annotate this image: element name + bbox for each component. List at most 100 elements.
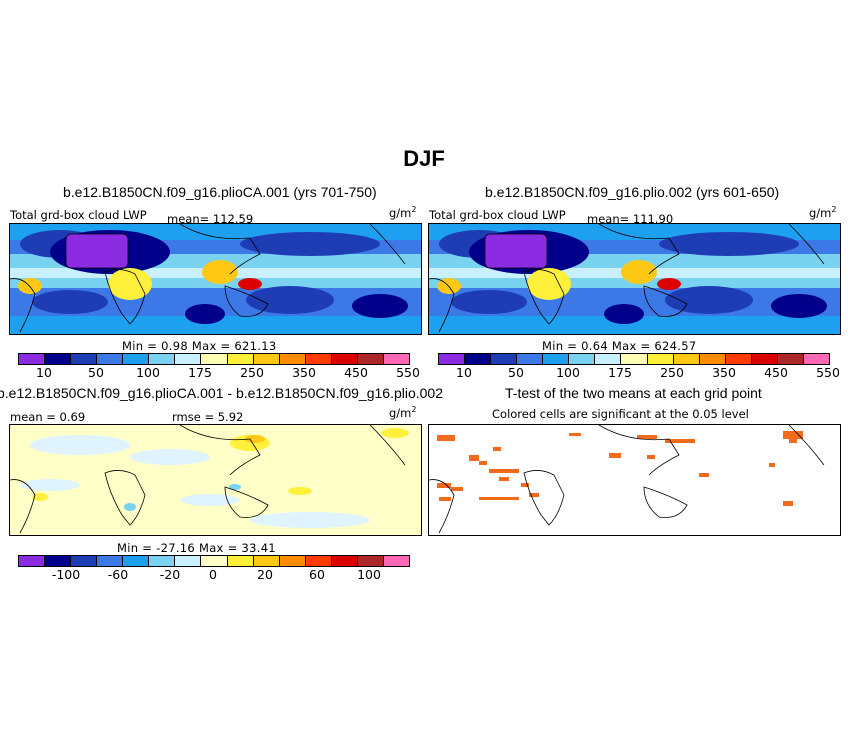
colorbar-tick: -60 bbox=[107, 567, 129, 582]
colorbar-swatch bbox=[725, 354, 752, 364]
lwp-field-map bbox=[429, 224, 840, 334]
colorbar-swatch bbox=[149, 556, 176, 566]
colorbar-tick: -100 bbox=[51, 567, 81, 582]
colorbar-swatch bbox=[71, 354, 98, 364]
colorbar-swatch bbox=[253, 556, 280, 566]
colorbar-swatch bbox=[621, 354, 648, 364]
colorbar-swatch bbox=[149, 354, 176, 364]
map-bottom-left bbox=[9, 424, 422, 536]
colorbar-swatch bbox=[253, 354, 280, 364]
colorbar-ticks-top-left: 10 50 100 175 250 350 450 550 bbox=[18, 365, 420, 381]
colorbar-tick: 175 bbox=[188, 365, 212, 380]
mean-label-top-right: mean= 111.90 bbox=[587, 212, 674, 226]
units-label-bottom-left: g/m2 bbox=[389, 405, 417, 420]
colorbar-ticks-top-right: 10 50 100 175 250 350 450 550 bbox=[438, 365, 840, 381]
colorbar-swatch bbox=[227, 354, 254, 364]
colorbar-swatch bbox=[331, 354, 358, 364]
colorbar-swatch bbox=[383, 354, 409, 364]
panel-title-bottom-right: T-test of the two means at each grid poi… bbox=[505, 385, 762, 401]
colorbar-tick: 350 bbox=[712, 365, 736, 380]
colorbar-tick: 450 bbox=[344, 365, 368, 380]
colorbar-tick: 550 bbox=[816, 365, 840, 380]
colorbar-swatch bbox=[123, 556, 150, 566]
colorbar-swatch bbox=[305, 354, 332, 364]
colorbar-swatch bbox=[569, 354, 596, 364]
colorbar-swatch bbox=[491, 354, 518, 364]
colorbar-tick: 20 bbox=[257, 567, 273, 582]
colorbar-tick: 350 bbox=[292, 365, 316, 380]
colorbar-tick: 50 bbox=[88, 365, 104, 380]
colorbar-swatch bbox=[19, 556, 46, 566]
colorbar-ticks-bottom-left: -100 -60 -20 0 20 60 100 bbox=[18, 567, 408, 583]
panel-title-bottom-left: b.e12.B1850CN.f09_g16.plioCA.001 - b.e12… bbox=[0, 385, 443, 401]
colorbar-swatch bbox=[175, 354, 202, 364]
colorbar-tick: 100 bbox=[556, 365, 580, 380]
difference-map bbox=[10, 425, 421, 535]
colorbar-swatch bbox=[45, 354, 72, 364]
field-label-top-right: Total grd-box cloud LWP bbox=[429, 208, 566, 222]
colorbar-tick: 10 bbox=[36, 365, 52, 380]
panel-subtitle-bottom-right: Colored cells are significant at the 0.0… bbox=[492, 407, 749, 421]
colorbar-swatch bbox=[751, 354, 778, 364]
colorbar-swatch bbox=[19, 354, 46, 364]
colorbar-swatch bbox=[465, 354, 492, 364]
page-title: DJF bbox=[403, 146, 445, 171]
units-label-top-left: g/m2 bbox=[389, 205, 417, 220]
minmax-top-left: Min = 0.98 Max = 621.13 bbox=[122, 339, 277, 353]
colorbar-tick: 250 bbox=[240, 365, 264, 380]
colorbar-swatch bbox=[383, 556, 409, 566]
colorbar-swatch bbox=[175, 556, 202, 566]
colorbar-swatch bbox=[45, 556, 72, 566]
colorbar-swatch bbox=[647, 354, 674, 364]
colorbar-swatch bbox=[699, 354, 726, 364]
colorbar-swatch bbox=[305, 556, 332, 566]
colorbar-tick: 0 bbox=[209, 567, 217, 582]
map-top-right bbox=[428, 223, 841, 335]
colorbar-swatch bbox=[227, 556, 254, 566]
colorbar-swatch bbox=[777, 354, 804, 364]
colorbar-swatch bbox=[71, 556, 98, 566]
colorbar-swatch bbox=[357, 354, 384, 364]
colorbar-swatch bbox=[201, 354, 228, 364]
colorbar-tick: 50 bbox=[508, 365, 524, 380]
significant-cells bbox=[437, 431, 803, 506]
colorbar-swatch bbox=[517, 354, 544, 364]
colorbar-tick: 175 bbox=[608, 365, 632, 380]
colorbar-swatch bbox=[279, 354, 306, 364]
panel-title-top-right: b.e12.B1850CN.f09_g16.plio.002 (yrs 601-… bbox=[485, 184, 780, 200]
colorbar-top-left bbox=[18, 353, 410, 365]
colorbar-swatch bbox=[97, 354, 124, 364]
colorbar-swatch bbox=[279, 556, 306, 566]
colorbar-swatch bbox=[439, 354, 466, 364]
significance-map bbox=[429, 425, 840, 535]
colorbar-swatch bbox=[543, 354, 570, 364]
mean-label-top-left: mean= 112.59 bbox=[167, 212, 254, 226]
colorbar-tick: 550 bbox=[396, 365, 420, 380]
colorbar-tick: 100 bbox=[357, 567, 381, 582]
colorbar-tick: -20 bbox=[159, 567, 181, 582]
colorbar-tick: 450 bbox=[764, 365, 788, 380]
units-label-top-right: g/m2 bbox=[809, 205, 837, 220]
colorbar-swatch bbox=[357, 556, 384, 566]
minmax-top-right: Min = 0.64 Max = 624.57 bbox=[542, 339, 697, 353]
colorbar-swatch bbox=[97, 556, 124, 566]
colorbar-top-right bbox=[438, 353, 830, 365]
colorbar-swatch bbox=[201, 556, 228, 566]
field-label-top-left: Total grd-box cloud LWP bbox=[10, 208, 147, 222]
lwp-field-map bbox=[10, 224, 421, 334]
colorbar-swatch bbox=[595, 354, 622, 364]
colorbar-swatch bbox=[123, 354, 150, 364]
colorbar-tick: 10 bbox=[456, 365, 472, 380]
colorbar-swatch bbox=[331, 556, 358, 566]
colorbar-bottom-left bbox=[18, 555, 410, 567]
colorbar-swatch bbox=[803, 354, 829, 364]
mean-label-bottom-left: mean = 0.69 bbox=[10, 410, 86, 424]
panel-title-top-left: b.e12.B1850CN.f09_g16.plioCA.001 (yrs 70… bbox=[63, 184, 377, 200]
rmse-label-bottom-left: rmse = 5.92 bbox=[172, 410, 244, 424]
colorbar-tick: 60 bbox=[309, 567, 325, 582]
map-bottom-right bbox=[428, 424, 841, 536]
colorbar-tick: 100 bbox=[136, 365, 160, 380]
map-top-left bbox=[9, 223, 422, 335]
colorbar-swatch bbox=[673, 354, 700, 364]
minmax-bottom-left: Min = -27.16 Max = 33.41 bbox=[117, 541, 276, 555]
